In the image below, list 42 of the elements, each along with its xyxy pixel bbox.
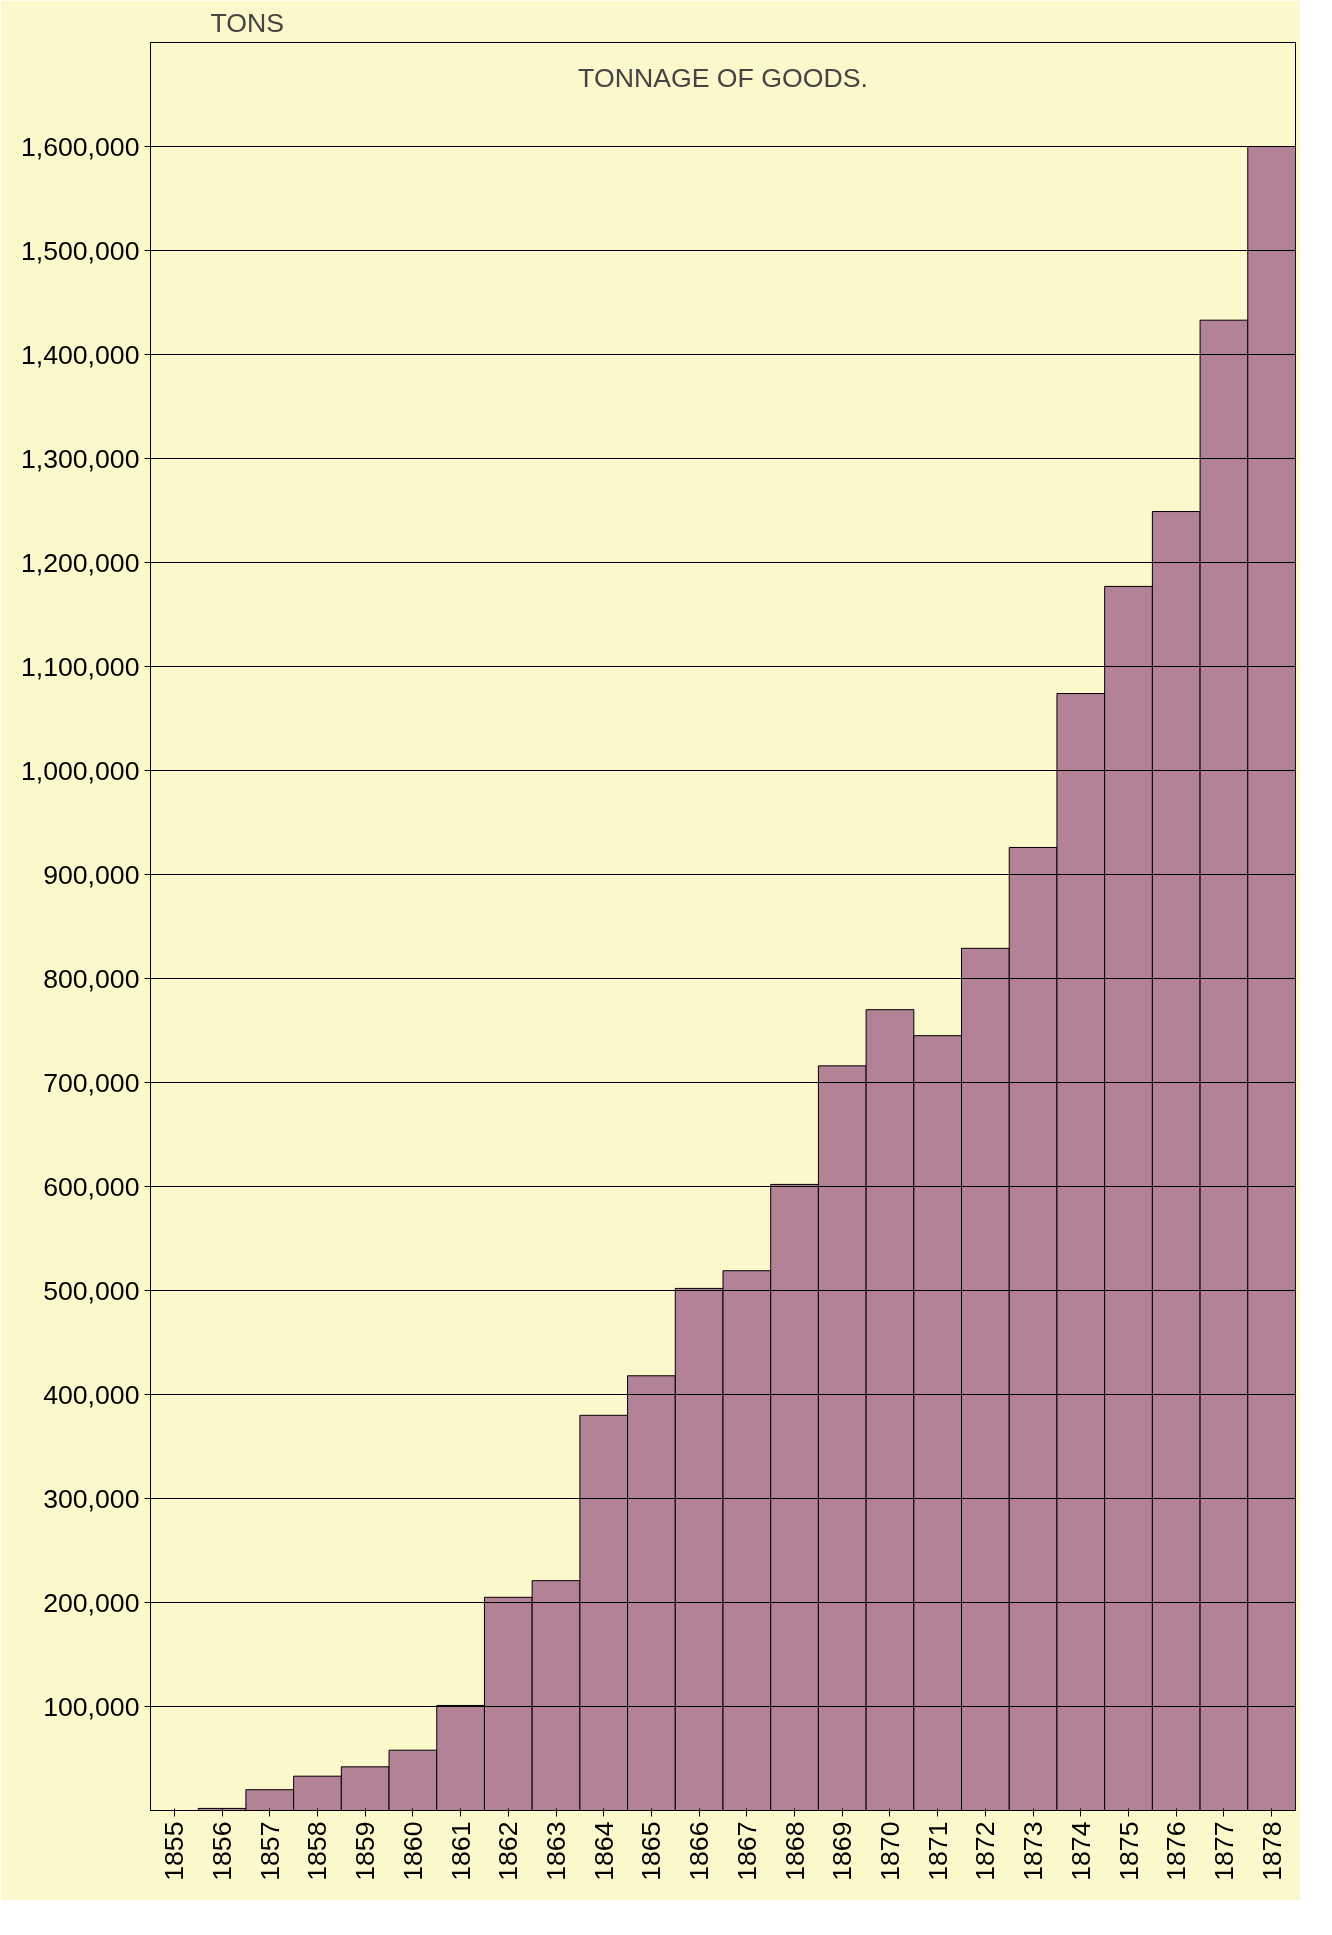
x-tick-label: 1861 [445, 1821, 476, 1881]
x-tick-label: 1863 [541, 1821, 572, 1881]
y-tick-label: 200,000 [43, 1587, 140, 1618]
y-tick-label: 1,600,000 [20, 131, 140, 162]
x-tick-label: 1867 [731, 1821, 762, 1881]
y-tick-label: 700,000 [43, 1067, 140, 1098]
x-tick-label: 1865 [636, 1821, 667, 1881]
x-tick-label: 1858 [302, 1821, 333, 1881]
y-tick-label: 800,000 [43, 963, 140, 994]
x-tick-label: 1873 [1018, 1821, 1049, 1881]
y-tick-label: 1,300,000 [20, 443, 140, 474]
text: TONNAGE OF GOODS. [578, 62, 868, 93]
y-tick-label: 400,000 [43, 1379, 140, 1410]
y-tick-label: 1,400,000 [20, 339, 140, 370]
x-tick-label: 1870 [874, 1821, 905, 1881]
x-tick-label: 1876 [1161, 1821, 1192, 1881]
x-tick-label: 1877 [1208, 1821, 1239, 1881]
x-tick-label: 1862 [493, 1821, 524, 1881]
x-tick-label: 1855 [159, 1821, 190, 1881]
x-tick-label: 1868 [779, 1821, 810, 1881]
y-tick-label: 500,000 [43, 1275, 140, 1306]
x-tick-label: 1871 [922, 1821, 953, 1881]
x-tick-label: 1856 [207, 1821, 238, 1881]
y-tick-label: 1,100,000 [20, 651, 140, 682]
x-tick-label: 1872 [970, 1821, 1001, 1881]
x-tick-label: 1875 [1113, 1821, 1144, 1881]
x-tick-label: 1869 [827, 1821, 858, 1881]
y-tick-label: 100,000 [43, 1691, 140, 1722]
y-axis-title: TONS [210, 7, 285, 38]
x-tick-label: 1864 [588, 1821, 619, 1881]
x-tick-label: 1874 [1065, 1821, 1096, 1881]
y-tick-label: 1,200,000 [20, 547, 140, 578]
x-tick-label: 1859 [350, 1821, 381, 1881]
y-tick-label: 300,000 [43, 1483, 140, 1514]
x-tick-label: 1860 [397, 1821, 428, 1881]
x-tick-label: 1878 [1256, 1821, 1287, 1881]
y-tick-label: 1,500,000 [20, 235, 140, 266]
x-tick-label: 1866 [684, 1821, 715, 1881]
x-tick-label: 1857 [254, 1821, 285, 1881]
y-tick-label: 1,000,000 [20, 755, 140, 786]
y-tick-label: 600,000 [43, 1171, 140, 1202]
y-tick-label: 900,000 [43, 859, 140, 890]
